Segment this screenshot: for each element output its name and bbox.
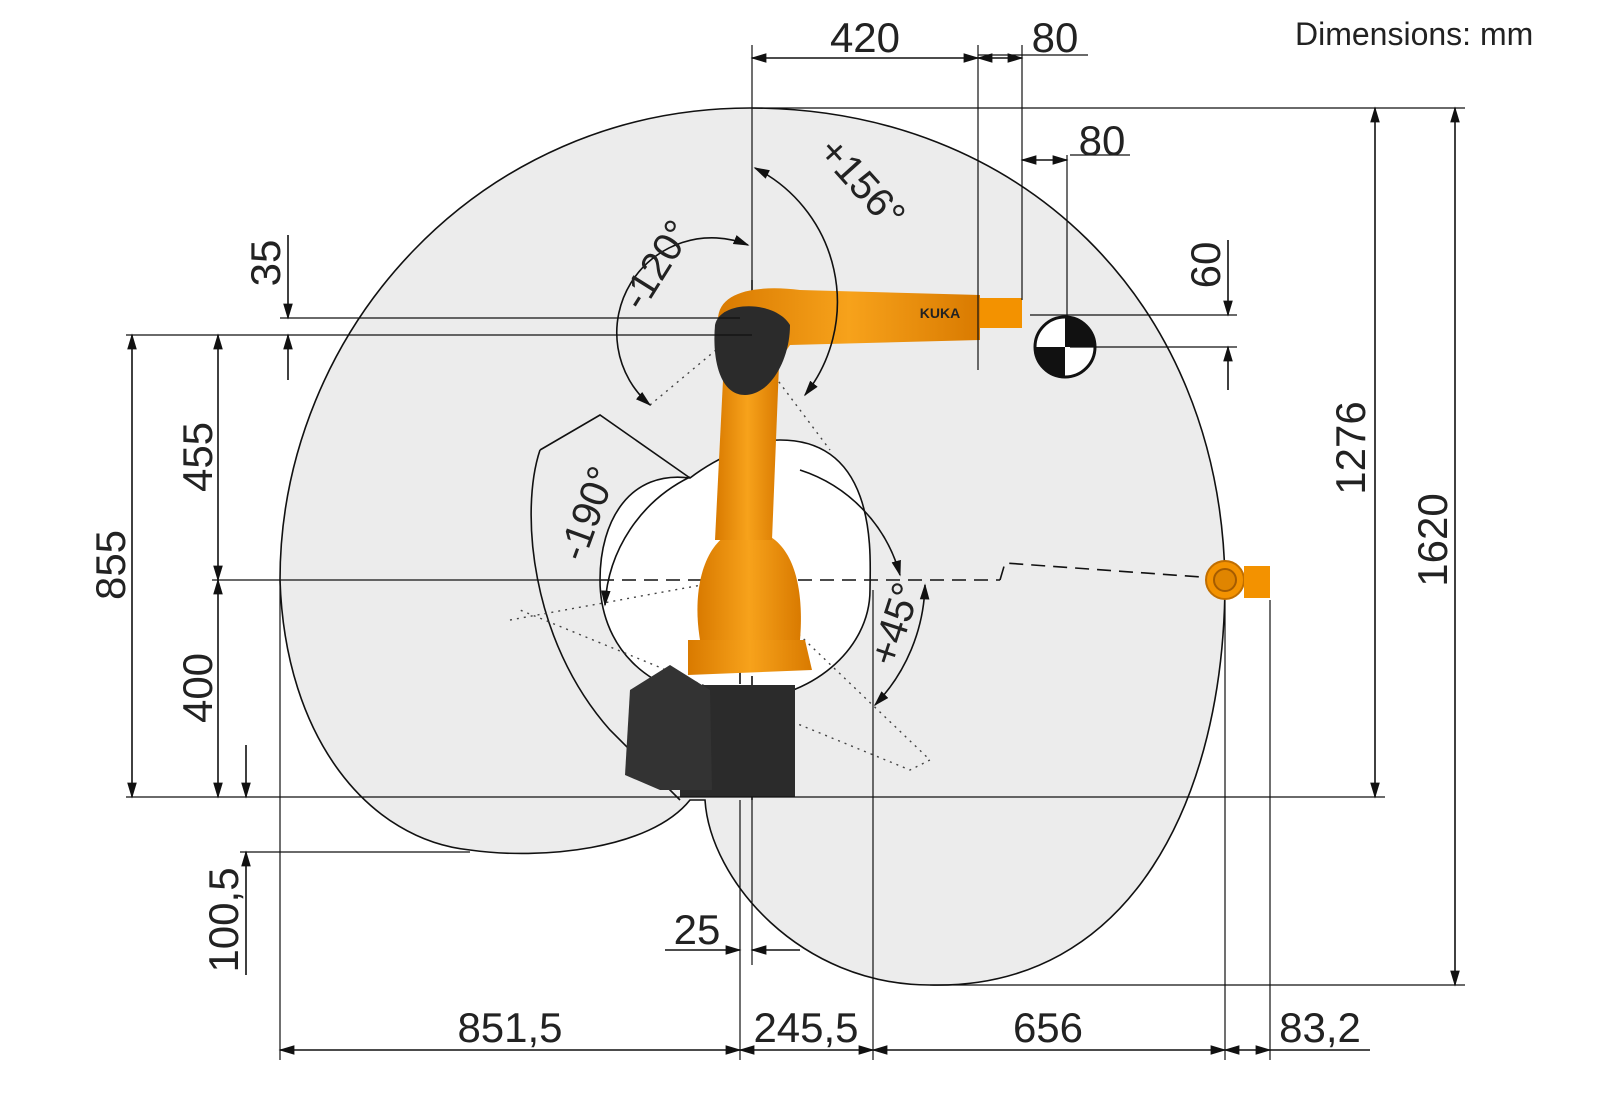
dim-label-60: 60 [1182, 242, 1229, 289]
axis2-negative-arc [601, 476, 691, 607]
robot-flange [980, 298, 1022, 328]
dim-label-100-5: 100,5 [200, 867, 247, 972]
axis3-positive-arc [753, 167, 839, 397]
dim-label-420: 420 [830, 14, 900, 61]
dim-label-245-5: 245,5 [753, 1004, 858, 1051]
dim-label-1276: 1276 [1327, 401, 1374, 494]
dim-label-83-2: 83,2 [1279, 1004, 1361, 1051]
dim-label-851-5: 851,5 [457, 1004, 562, 1051]
dim-label-855: 855 [87, 530, 134, 600]
tcp-symbol [1033, 315, 1097, 379]
dim-label-80-tcp: 80 [1079, 117, 1126, 164]
dim-label-1620: 1620 [1409, 493, 1456, 586]
robot-axis2-housing [697, 530, 801, 640]
dim-label-400: 400 [174, 653, 221, 723]
dim-label-455: 455 [174, 422, 221, 492]
units-label: Dimensions: mm [1295, 16, 1533, 52]
extended-arm-centerline [999, 562, 1216, 581]
robot-base-connector [625, 665, 712, 790]
robot-brand-label: KUKA [920, 305, 960, 321]
dim-label-25: 25 [674, 906, 721, 953]
dim-label-35: 35 [242, 240, 289, 287]
axis2-positive-arc [873, 583, 930, 707]
dim-label-80-top: 80 [1032, 14, 1079, 61]
axis2-top-arc [799, 469, 901, 577]
dim-label-656: 656 [1013, 1004, 1083, 1051]
axis3-negative-arc [616, 235, 750, 407]
inner-limit-outer-edge [530, 449, 681, 801]
alt-position-upper [649, 328, 831, 451]
extended-tool [1205, 560, 1270, 600]
inner-limit-notch [539, 414, 691, 479]
robot-rotating-column [688, 640, 812, 675]
